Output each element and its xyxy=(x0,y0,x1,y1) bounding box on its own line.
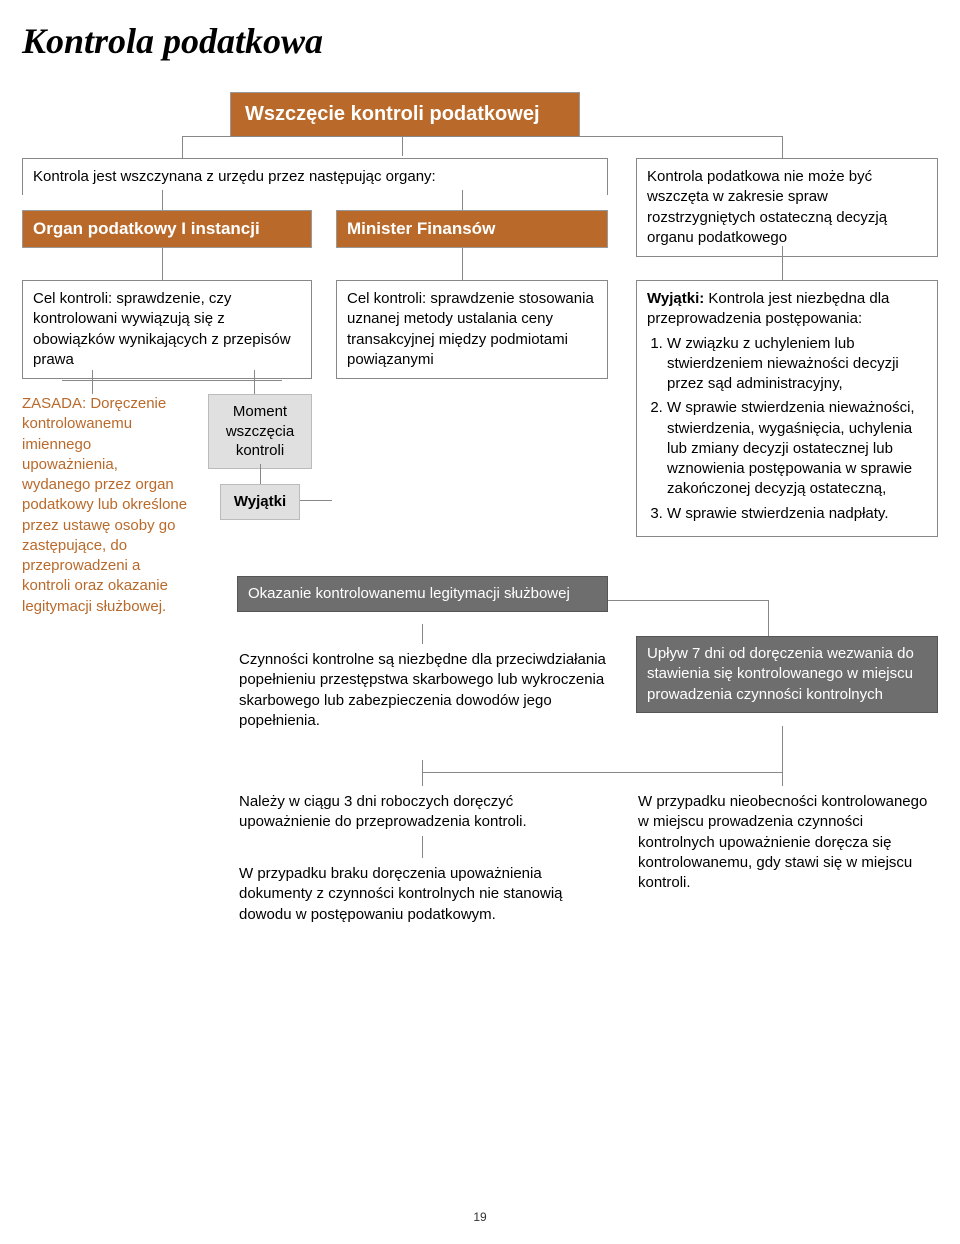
connector xyxy=(182,136,782,137)
connector xyxy=(768,600,769,636)
connector xyxy=(782,726,783,786)
connector xyxy=(422,624,423,644)
connector xyxy=(608,600,768,601)
box-okazanie: Okazanie kontrolowanemu legitymacji służ… xyxy=(237,576,608,612)
box-cel1: Cel kontroli: sprawdzenie, czy kontrolow… xyxy=(22,280,312,379)
box-cel2: Cel kontroli: sprawdzenie stosowania uzn… xyxy=(336,280,608,379)
page-title: Kontrola podatkowa xyxy=(22,20,323,62)
connector xyxy=(422,760,423,786)
box-zasada: ZASADA: Doręczenie kontrolowanemu imienn… xyxy=(22,394,190,617)
connector xyxy=(422,836,423,858)
box-organ: Organ podatkowy I instancji xyxy=(22,210,312,248)
box-brak: W przypadku braku doręczenia upoważnieni… xyxy=(237,858,608,931)
connector xyxy=(260,464,261,484)
connector xyxy=(62,380,282,381)
box-uplyw: Upływ 7 dni od doręczenia wezwania do st… xyxy=(636,636,938,713)
box-nalezy: Należy w ciągu 3 dni roboczych doręczyć … xyxy=(237,786,608,839)
box-czynnosci: Czynności kontrolne są niezbędne dla prz… xyxy=(237,644,608,737)
connector xyxy=(300,500,332,501)
connector xyxy=(92,370,93,394)
box-wszczecie: Wszczęcie kontroli podatkowej xyxy=(230,92,580,137)
connector xyxy=(782,136,783,158)
box-intro: Kontrola jest wszczynana z urzędu przez … xyxy=(22,158,608,195)
wyjatki-item: W sprawie stwierdzenia nieważności, stwi… xyxy=(667,398,927,499)
connector xyxy=(182,136,183,158)
box-restriction: Kontrola podatkowa nie może być wszczęta… xyxy=(636,158,938,257)
connector xyxy=(402,136,403,156)
connector xyxy=(162,190,163,210)
connector xyxy=(782,246,783,280)
wyjatki-title: Wyjątki: xyxy=(647,290,708,307)
wyjatki-item: W sprawie stwierdzenia nadpłaty. xyxy=(667,504,927,524)
wyjatki-item: W związku z uchyleniem lub stwierdzeniem… xyxy=(667,334,927,395)
connector xyxy=(422,772,782,773)
connector xyxy=(162,248,163,280)
box-nieobecnosc: W przypadku nieobecności kontrolowanego … xyxy=(636,786,938,899)
box-wyjatki-label: Wyjątki xyxy=(220,484,300,520)
connector xyxy=(462,248,463,280)
page-number: 19 xyxy=(22,1210,938,1224)
connector xyxy=(254,370,255,394)
box-moment: Moment wszczęcia kontroli xyxy=(208,394,312,469)
box-wyjatki-list: Wyjątki: Kontrola jest niezbędna dla prz… xyxy=(636,280,938,537)
box-minister: Minister Finansów xyxy=(336,210,608,248)
connector xyxy=(462,190,463,210)
